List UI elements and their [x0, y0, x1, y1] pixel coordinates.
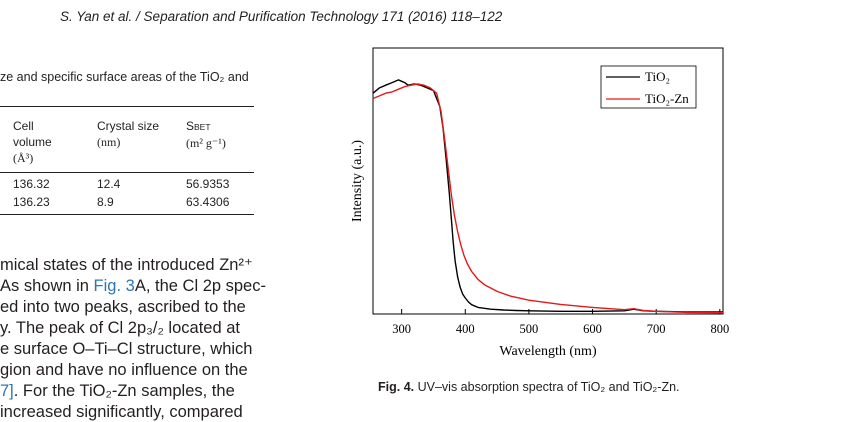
table-cell: 8.9	[97, 195, 114, 209]
body-text-line: e surface O–Ti–Cl structure, which	[0, 340, 253, 358]
table-caption: ze and specific surface areas of the TiO…	[0, 70, 249, 84]
legend-label-tio2-zn: TiO₂-Zn	[645, 91, 689, 106]
table-cell: 12.4	[97, 177, 121, 191]
table-cell: 56.9353	[186, 177, 230, 191]
legend-box	[600, 65, 697, 109]
x-tick-label: 700	[647, 322, 666, 336]
table-mid-rule	[0, 172, 254, 173]
running-head: S. Yan et al. / Separation and Purificat…	[60, 9, 503, 24]
table-cell: 63.4306	[186, 195, 230, 209]
table-header-cell-volume: Cell volume (Å³)	[13, 119, 52, 165]
figure-reference-link[interactable]: Fig. 3	[93, 277, 135, 295]
body-text-line: gion and have no influence on the	[0, 361, 248, 379]
body-text-line: ed into two peaks, ascribed to the	[0, 298, 246, 316]
chart-legend: TiO₂ TiO₂-Zn	[600, 65, 697, 109]
table-cell: 136.23	[13, 195, 50, 209]
plot-frame	[372, 47, 724, 315]
x-axis-label: Wavelength (nm)	[499, 344, 597, 359]
body-text-line: 7]. For the TiO₂-Zn samples, the	[0, 382, 235, 400]
table-header-crystal-size: Crystal size (nm)	[97, 119, 160, 149]
table-header-sbet: SBET (m² g⁻¹)	[186, 119, 226, 150]
citation-link[interactable]: 7]	[0, 382, 14, 400]
body-text-line: mical states of the introduced Zn²⁺	[0, 256, 253, 274]
legend-label-tio2: TiO₂	[645, 69, 670, 84]
body-text-line: As shown in Fig. 3A, the Cl 2p spec-	[0, 277, 266, 295]
x-tick-label: 500	[520, 322, 539, 336]
x-tick-label: 300	[392, 322, 411, 336]
series-line-tio2-zn	[372, 83, 724, 314]
table-bottom-rule	[0, 214, 254, 216]
series-line-tio2	[372, 79, 723, 313]
x-tick-label: 600	[583, 322, 602, 336]
figure-caption: Fig. 4. UV–vis absorption spectra of TiO…	[378, 380, 680, 394]
x-tick-label: 800	[710, 322, 729, 336]
y-axis-label: Intensity (a.u.)	[350, 140, 365, 222]
body-text-line: y. The peak of Cl 2p₃/₂ located at	[0, 319, 240, 337]
table-cell: 136.32	[13, 177, 50, 191]
x-tick-label: 400	[456, 322, 475, 336]
table-top-rule	[0, 106, 254, 108]
